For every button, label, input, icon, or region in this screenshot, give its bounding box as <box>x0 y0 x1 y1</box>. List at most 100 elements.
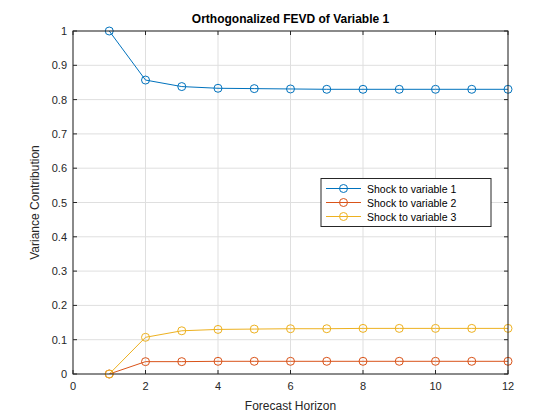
legend-line <box>326 216 361 217</box>
tick-x <box>508 370 509 374</box>
marker <box>214 84 222 92</box>
tick-x <box>145 31 146 35</box>
grid-line-y <box>73 305 508 306</box>
legend: Shock to variable 1 Shock to variable 2 Sh… <box>321 179 491 227</box>
tick-y <box>73 271 77 272</box>
title: Orthogonalized FEVD of Variable 1 <box>192 12 390 26</box>
tick-x <box>145 370 146 374</box>
tick-label-x: 0 <box>70 380 76 392</box>
tick-label-y: 0.3 <box>52 265 67 277</box>
marker <box>395 324 403 332</box>
chart-svg: 02468101200.10.20.30.40.50.60.70.80.91Or… <box>0 0 560 420</box>
tick-y <box>73 65 77 66</box>
series-line <box>109 31 508 89</box>
tick-label-y: 0.7 <box>52 128 67 140</box>
tick-y <box>504 202 508 203</box>
series-line <box>109 361 508 374</box>
tick-y <box>504 236 508 237</box>
marker <box>395 85 403 93</box>
tick-y <box>504 271 508 272</box>
legend-marker <box>340 213 348 221</box>
legend-box <box>321 179 491 227</box>
grid-line-y <box>73 339 508 340</box>
legend-label: Shock to variable 1 <box>367 183 456 195</box>
tick-label-x: 12 <box>502 380 514 392</box>
series <box>105 27 512 93</box>
tick-x <box>290 31 291 35</box>
tick-y <box>73 374 77 375</box>
tick-label-y: 0.9 <box>52 59 67 71</box>
marker <box>214 325 222 333</box>
marker <box>178 358 186 366</box>
legend-label: Shock to variable 2 <box>367 197 456 209</box>
background <box>0 0 560 420</box>
legend-label: Shock to variable 3 <box>367 211 456 223</box>
marker <box>432 324 440 332</box>
tick-label-y: 0.8 <box>52 94 67 106</box>
tick-label-x: 8 <box>360 380 366 392</box>
tick-y <box>504 305 508 306</box>
tick-y <box>73 236 77 237</box>
marker <box>323 357 331 365</box>
marker <box>359 324 367 332</box>
tick-y <box>504 133 508 134</box>
marker <box>250 325 258 333</box>
tick-x <box>218 370 219 374</box>
tick-y <box>504 65 508 66</box>
marker <box>287 357 295 365</box>
grid <box>73 31 508 374</box>
tick-label-y: 0.5 <box>52 197 67 209</box>
marker <box>432 85 440 93</box>
tick-x <box>363 370 364 374</box>
tick-y <box>504 99 508 100</box>
tick-y <box>504 168 508 169</box>
marker <box>250 357 258 365</box>
grid-line-y <box>73 236 508 237</box>
tick-y <box>504 31 508 32</box>
marker <box>178 83 186 91</box>
tick-y <box>73 339 77 340</box>
tick-label-y: 0.6 <box>52 162 67 174</box>
axes-frame <box>73 31 508 374</box>
marker <box>468 324 476 332</box>
plot-area <box>73 31 508 374</box>
tick-x <box>363 31 364 35</box>
legend-line <box>326 202 361 203</box>
grid-line-y <box>73 168 508 169</box>
legend-line <box>326 188 361 189</box>
data <box>105 27 512 378</box>
tick-label-y: 1 <box>61 25 67 37</box>
tick-label-y: 0 <box>61 368 67 380</box>
tick-y <box>73 133 77 134</box>
tick-y <box>73 202 77 203</box>
tick-y <box>73 305 77 306</box>
tick-x <box>435 370 436 374</box>
marker <box>250 85 258 93</box>
axes: 02468101200.10.20.30.40.50.60.70.80.91 <box>52 25 514 392</box>
marker <box>432 357 440 365</box>
marker <box>395 357 403 365</box>
marker <box>287 85 295 93</box>
series-line <box>109 328 508 374</box>
grid-line-y <box>73 271 508 272</box>
marker <box>359 357 367 365</box>
tick-label-y: 0.1 <box>52 334 67 346</box>
tick-label-x: 10 <box>429 380 441 392</box>
series <box>105 357 512 378</box>
tick-label-y: 0.4 <box>52 231 67 243</box>
tick-y <box>73 31 77 32</box>
tick-x <box>290 370 291 374</box>
marker <box>287 325 295 333</box>
chart-container: 02468101200.10.20.30.40.50.60.70.80.91Or… <box>0 0 560 420</box>
tick-label-x: 4 <box>215 380 221 392</box>
tick-x <box>508 31 509 35</box>
grid-line-y <box>73 99 508 100</box>
series <box>105 324 512 378</box>
marker <box>323 85 331 93</box>
marker <box>468 85 476 93</box>
marker <box>178 327 186 335</box>
tick-label-y: 0.2 <box>52 299 67 311</box>
tick-y <box>504 374 508 375</box>
marker <box>142 358 150 366</box>
marker <box>323 325 331 333</box>
